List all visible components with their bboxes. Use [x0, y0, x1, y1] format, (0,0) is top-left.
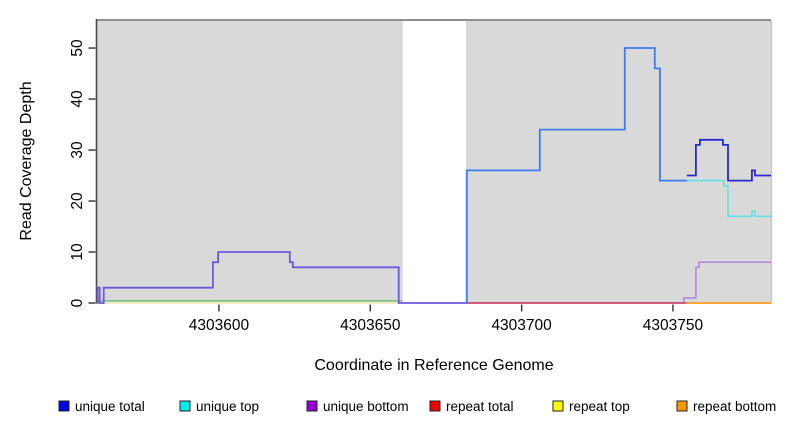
- plot-background: [95, 19, 773, 304]
- aligned-block-right: [465, 20, 771, 303]
- legend-label-repeat-total: repeat total: [446, 399, 514, 414]
- y-tick-label: 50: [69, 39, 86, 57]
- series-unique-total-bottom-left: [96, 251, 466, 304]
- legend-swatch-repeat-top: [552, 400, 564, 412]
- y-axis-title: Read Coverage Depth: [18, 81, 35, 240]
- legend-swatch-unique-top: [179, 400, 191, 412]
- series-unique-total-solo-right: [686, 138, 771, 182]
- x-tick-label: 4303750: [643, 317, 704, 334]
- series-layer: [96, 47, 771, 304]
- legend-swatch-repeat-bottom: [676, 400, 688, 412]
- legend-label-unique-bottom: unique bottom: [323, 399, 409, 414]
- axes-layer: 4303600 4303650 4303700 4303750 0 10 20 30 40 50: [69, 39, 703, 334]
- legend: unique total unique top unique bottom repea…: [58, 399, 776, 414]
- x-tick-label: 4303650: [340, 317, 401, 334]
- legend-swatch-repeat-total: [429, 400, 441, 412]
- y-tick-label: 40: [69, 90, 86, 108]
- series-unique-bottom-right: [465, 261, 771, 304]
- y-tick-label: 30: [69, 141, 86, 159]
- legend-label-unique-total: unique total: [75, 399, 145, 414]
- aligned-block-left: [97, 20, 403, 303]
- series-unique-top-right: [659, 179, 771, 218]
- series-unique-total-top-right: [465, 47, 687, 304]
- x-axis-title: Coordinate in Reference Genome: [314, 357, 553, 374]
- legend-swatch-unique-bottom: [306, 400, 318, 412]
- y-tick-label: 10: [69, 243, 86, 261]
- legend-swatch-unique-total: [58, 400, 70, 412]
- x-tick-label: 4303600: [189, 317, 250, 334]
- legend-label-repeat-bottom: repeat bottom: [693, 399, 776, 414]
- legend-label-repeat-top: repeat top: [569, 399, 630, 414]
- y-tick-label: 20: [69, 192, 86, 210]
- y-tick-label: 0: [69, 298, 86, 307]
- x-tick-label: 4303700: [491, 317, 552, 334]
- legend-label-unique-top: unique top: [196, 399, 259, 414]
